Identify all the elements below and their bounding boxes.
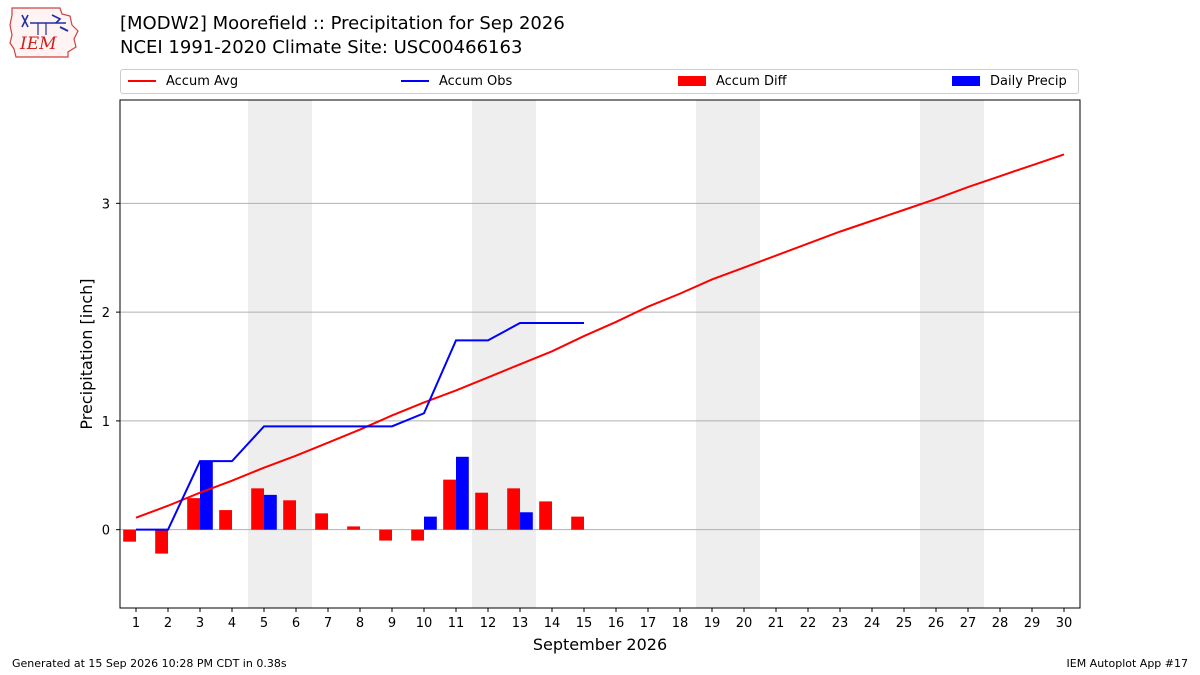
legend-label-daily-precip: Daily Precip [990,74,1067,89]
x-tick-label-1: 1 [132,616,140,631]
accum-diff-bar-day-2 [155,529,168,554]
y-tick-label-1: 1 [102,415,110,430]
accum-diff-bar-day-10 [411,529,424,541]
accum-diff-bar-day-3 [187,498,200,530]
accum-diff-bar-day-9 [379,529,392,541]
x-tick-label-25: 25 [896,616,913,631]
x-tick-label-3: 3 [196,616,204,631]
x-tick-label-17: 17 [640,616,657,631]
x-tick-label-26: 26 [928,616,945,631]
x-tick-label-18: 18 [672,616,689,631]
legend-item-accum-diff: Accum Diff [678,73,787,91]
x-tick-label-12: 12 [480,616,497,631]
accum-diff-bar-day-1 [123,529,136,542]
x-tick-label-23: 23 [832,616,849,631]
legend-item-daily-precip: Daily Precip [952,73,1067,91]
accum-diff-bar-day-6 [283,500,296,530]
legend-swatch-accum-diff [678,75,706,86]
footer-app: IEM Autoplot App #17 [1066,657,1189,670]
x-tick-label-29: 29 [1024,616,1041,631]
legend-swatch-accum-obs [401,79,429,82]
iem-logo [9,7,79,58]
daily-precip-bar-day-5 [264,494,277,530]
footer-generated: Generated at 15 Sep 2026 10:28 PM CDT in… [12,657,287,670]
accum-diff-bar-day-15 [571,516,584,530]
x-tick-label-30: 30 [1056,616,1073,631]
x-tick-label-10: 10 [416,616,433,631]
accum-diff-bar-day-8 [347,526,360,530]
accum-diff-bar-day-13 [507,488,520,530]
accum-diff-bar-day-11 [443,479,456,530]
legend-label-accum-obs: Accum Obs [439,74,513,89]
weekend-shade-4 [920,100,984,608]
x-tick-label-14: 14 [544,616,561,631]
x-tick-label-22: 22 [800,616,817,631]
x-tick-label-28: 28 [992,616,1009,631]
x-tick-label-24: 24 [864,616,881,631]
x-tick-label-20: 20 [736,616,753,631]
accum-diff-bar-day-12 [475,492,488,530]
weekend-shade-3 [696,100,760,608]
daily-precip-bar-day-13 [520,512,533,530]
accum-diff-bar-day-4 [219,510,232,530]
weekend-shade-2 [472,100,536,608]
accum-diff-bar-day-14 [539,501,552,530]
accum-diff-bar-day-7 [315,513,328,530]
legend-item-accum-obs: Accum Obs [401,73,512,91]
weekend-shade-1 [248,100,312,608]
daily-precip-bar-day-3 [200,461,213,530]
x-tick-label-13: 13 [512,616,529,631]
logo-text: IEM [20,34,57,54]
legend-swatch-accum-avg [128,79,156,82]
x-axis-label: September 2026 [533,635,667,654]
accum-obs-line [136,321,584,531]
x-tick-label-8: 8 [356,616,364,631]
accum-diff-bar-day-5 [251,488,264,530]
x-tick-label-27: 27 [960,616,977,631]
x-tick-label-11: 11 [448,616,465,631]
x-tick-label-2: 2 [164,616,172,631]
x-tick-label-15: 15 [576,616,593,631]
chart-subtitle: NCEI 1991-2020 Climate Site: USC00466163 [120,37,523,58]
x-tick-label-6: 6 [292,616,300,631]
x-tick-label-19: 19 [704,616,721,631]
x-tick-label-16: 16 [608,616,625,631]
y-tick-label-3: 3 [102,197,110,212]
legend-label-accum-diff: Accum Diff [716,74,787,89]
legend: Accum Avg Accum Obs Accum Diff Daily Pre… [120,69,1079,94]
x-tick-label-7: 7 [324,616,332,631]
x-tick-label-5: 5 [260,616,268,631]
x-tick-label-9: 9 [388,616,396,631]
legend-swatch-daily-precip [952,75,980,86]
legend-item-accum-avg: Accum Avg [128,73,238,91]
y-axis-label: Precipitation [inch] [77,278,96,429]
chart-title: [MODW2] Moorefield :: Precipitation for … [120,13,565,34]
daily-precip-bar-day-10 [424,516,437,530]
accum-avg-line [135,153,1065,519]
x-tick-label-21: 21 [768,616,785,631]
plot-frame [119,99,1081,609]
legend-label-accum-avg: Accum Avg [166,74,239,89]
daily-precip-bar-day-11 [456,456,469,530]
y-tick-label-2: 2 [102,306,110,321]
y-tick-label-0: 0 [102,524,110,539]
x-tick-label-4: 4 [228,616,236,631]
